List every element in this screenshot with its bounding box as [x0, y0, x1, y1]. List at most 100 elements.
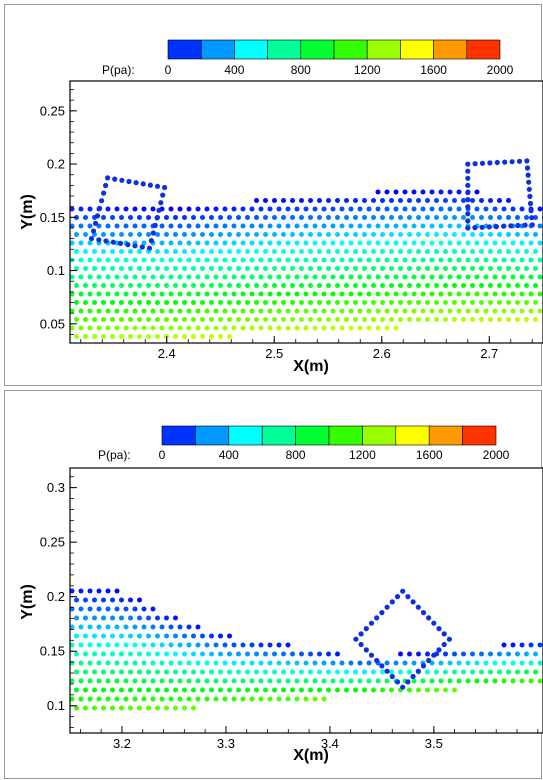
- fluid-particle: [443, 198, 448, 203]
- fluid-particle: [321, 274, 327, 280]
- fluid-particle: [393, 274, 399, 280]
- fluid-particle: [200, 232, 205, 237]
- solid-body-particle: [486, 224, 492, 230]
- fluid-particle: [222, 696, 228, 702]
- fluid-particle: [249, 223, 255, 229]
- fluid-particle: [281, 687, 286, 693]
- fluid-particle: [335, 232, 340, 237]
- fluid-particle: [173, 283, 178, 288]
- fluid-particle: [155, 669, 160, 675]
- fluid-particle: [515, 215, 520, 220]
- fluid-particle: [92, 633, 97, 639]
- fluid-particle: [461, 317, 466, 322]
- fluid-particle: [474, 240, 480, 246]
- fluid-particle: [155, 266, 160, 271]
- fluid-particle: [263, 651, 268, 657]
- fluid-particle: [164, 215, 169, 220]
- x-tick-label: 2.5: [265, 346, 283, 361]
- fluid-particle: [236, 669, 241, 675]
- fluid-particle: [506, 215, 511, 220]
- fluid-particle: [339, 660, 345, 666]
- fluid-particle: [150, 606, 156, 612]
- fluid-particle: [416, 215, 421, 220]
- fluid-particle: [110, 687, 115, 693]
- fluid-particle: [168, 642, 174, 648]
- fluid-particle: [384, 257, 390, 263]
- fluid-particle: [128, 266, 133, 271]
- fluid-particle: [515, 669, 520, 675]
- fluid-particle: [123, 606, 129, 612]
- solid-body-particle: [526, 179, 532, 185]
- fluid-particle: [506, 266, 511, 271]
- fluid-particle: [488, 198, 493, 203]
- fluid-particle: [236, 317, 241, 322]
- fluid-particle: [222, 642, 228, 648]
- fluid-particle: [308, 669, 313, 675]
- fluid-particle: [236, 283, 241, 288]
- fluid-particle: [272, 198, 277, 203]
- y-tick-label: 0.3: [47, 480, 65, 495]
- fluid-particle: [465, 257, 471, 263]
- fluid-particle: [276, 678, 282, 684]
- fluid-particle: [335, 300, 340, 305]
- fluid-particle: [231, 678, 237, 684]
- fluid-particle: [276, 257, 282, 263]
- fluid-particle: [258, 206, 264, 212]
- fluid-particle: [173, 687, 178, 693]
- fluid-particle: [519, 308, 525, 314]
- fluid-particle: [285, 678, 291, 684]
- fluid-particle: [465, 274, 471, 280]
- solid-body-particle: [110, 239, 116, 245]
- fluid-particle: [101, 334, 106, 339]
- fluid-particle: [150, 257, 156, 263]
- fluid-particle: [317, 317, 322, 322]
- fluid-particle: [254, 669, 259, 675]
- fluid-particle: [114, 223, 120, 229]
- fluid-particle: [119, 317, 124, 322]
- fluid-particle: [276, 325, 282, 331]
- fluid-particle: [389, 266, 394, 271]
- fluid-particle: [87, 588, 93, 594]
- fluid-particle: [105, 678, 111, 684]
- fluid-particle: [497, 215, 502, 220]
- solid-body-particle: [358, 641, 364, 648]
- solid-body-particle: [465, 182, 471, 188]
- fluid-particle: [326, 198, 331, 203]
- solid-body-particle: [465, 189, 471, 196]
- fluid-particle: [461, 232, 466, 237]
- fluid-particle: [96, 308, 102, 314]
- fluid-particle: [110, 705, 115, 711]
- top-colorbar: 0 400 800 1200 1600 2000: [165, 39, 514, 77]
- fluid-particle: [191, 317, 196, 322]
- fluid-particle: [281, 215, 286, 220]
- fluid-particle: [227, 249, 232, 254]
- fluid-particle: [492, 308, 498, 314]
- fluid-particle: [92, 334, 97, 339]
- fluid-particle: [245, 283, 250, 288]
- solid-body-particle: [389, 599, 395, 605]
- fluid-particle: [438, 257, 444, 263]
- fluid-particle: [231, 206, 237, 212]
- fluid-particle: [263, 300, 268, 305]
- fluid-particle: [101, 317, 106, 322]
- fluid-particle: [506, 198, 511, 203]
- fluid-particle: [78, 696, 84, 702]
- fluid-particle: [101, 687, 106, 693]
- fluid-particle: [249, 642, 255, 648]
- fluid-particle: [150, 642, 156, 648]
- fluid-particle: [186, 223, 192, 229]
- fluid-particle: [168, 325, 174, 331]
- fluid-particle: [168, 660, 174, 666]
- fluid-particle: [182, 669, 187, 675]
- fluid-particle: [141, 223, 147, 229]
- fluid-particle: [222, 678, 228, 684]
- fluid-particle: [321, 206, 327, 212]
- fluid-particle: [105, 588, 111, 594]
- fluid-particle: [164, 317, 169, 322]
- solid-body-particle: [465, 225, 471, 231]
- fluid-particle: [186, 274, 192, 280]
- solid-body-particle: [426, 657, 432, 664]
- fluid-particle: [83, 266, 88, 271]
- fluid-particle: [78, 257, 84, 263]
- fluid-particle: [303, 206, 309, 212]
